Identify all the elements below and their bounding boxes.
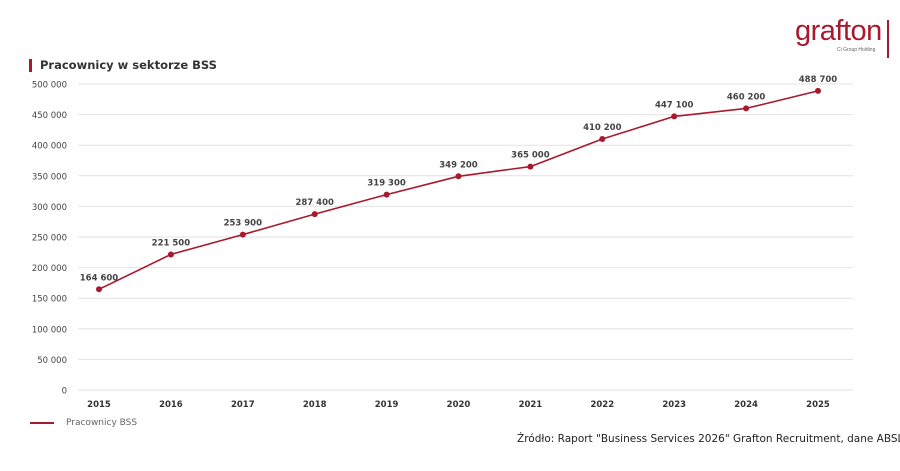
legend-line-swatch: [30, 422, 54, 424]
logo-wordmark: grafton: [795, 15, 882, 47]
data-point: [455, 173, 462, 180]
data-point: [239, 231, 246, 238]
y-tick-label: 100 000: [32, 325, 67, 335]
x-tick-label: 2022: [590, 400, 614, 410]
data-label: 287 400: [295, 198, 334, 208]
legend-label: Pracownicy BSS: [66, 418, 138, 428]
data-label: 319 300: [367, 179, 406, 189]
data-label: 253 900: [224, 219, 263, 229]
x-tick-label: 2023: [662, 400, 686, 410]
data-point: [599, 135, 606, 142]
y-tick-label: 500 000: [32, 81, 67, 91]
data-point: [96, 286, 102, 293]
logo-bar: [887, 20, 889, 58]
logo-subtitle: Ci Group Holding: [837, 47, 876, 53]
data-point: [671, 113, 678, 120]
x-tick-label: 2015: [87, 400, 111, 410]
source-note: Źródło: Raport "Business Services 2026" …: [517, 433, 900, 445]
data-point: [743, 105, 750, 112]
legend: Pracownicy BSS: [30, 418, 137, 428]
x-tick-label: 2025: [806, 400, 830, 410]
data-label: 447 100: [655, 100, 694, 110]
title-marker: [29, 58, 32, 72]
data-point: [815, 87, 821, 94]
grafton-logo: grafton Ci Group Holding: [795, 15, 895, 58]
y-tick-label: 0: [62, 387, 67, 397]
x-tick-label: 2017: [231, 400, 255, 410]
data-point: [383, 191, 390, 198]
data-label: 460 200: [727, 92, 766, 102]
y-tick-label: 50 000: [37, 356, 67, 366]
data-label: 221 500: [152, 238, 191, 248]
y-tick-label: 300 000: [32, 203, 67, 213]
data-label: 164 600: [80, 273, 119, 283]
x-tick-label: 2019: [375, 400, 399, 410]
data-label: 349 200: [439, 160, 478, 170]
y-tick-label: 350 000: [32, 172, 67, 182]
data-point: [527, 163, 534, 170]
data-point: [167, 251, 174, 258]
series-line: [98, 90, 819, 291]
y-tick-label: 450 000: [32, 111, 67, 121]
data-point: [311, 211, 318, 218]
chart-title-block: Pracownicy w sektorze BSS: [29, 58, 217, 72]
x-tick-label: 2024: [734, 400, 758, 410]
y-tick-label: 200 000: [32, 264, 67, 274]
data-label: 410 200: [583, 123, 622, 133]
x-tick-label: 2021: [519, 400, 543, 410]
chart-title: Pracownicy w sektorze BSS: [40, 58, 217, 72]
y-tick-label: 400 000: [32, 142, 67, 152]
y-tick-label: 250 000: [32, 234, 67, 244]
data-label: 365 000: [511, 151, 550, 161]
x-tick-label: 2018: [303, 400, 327, 410]
data-label: 488 700: [799, 75, 838, 85]
y-tick-label: 150 000: [32, 295, 67, 305]
x-tick-label: 2016: [159, 400, 183, 410]
x-tick-label: 2020: [447, 400, 471, 410]
